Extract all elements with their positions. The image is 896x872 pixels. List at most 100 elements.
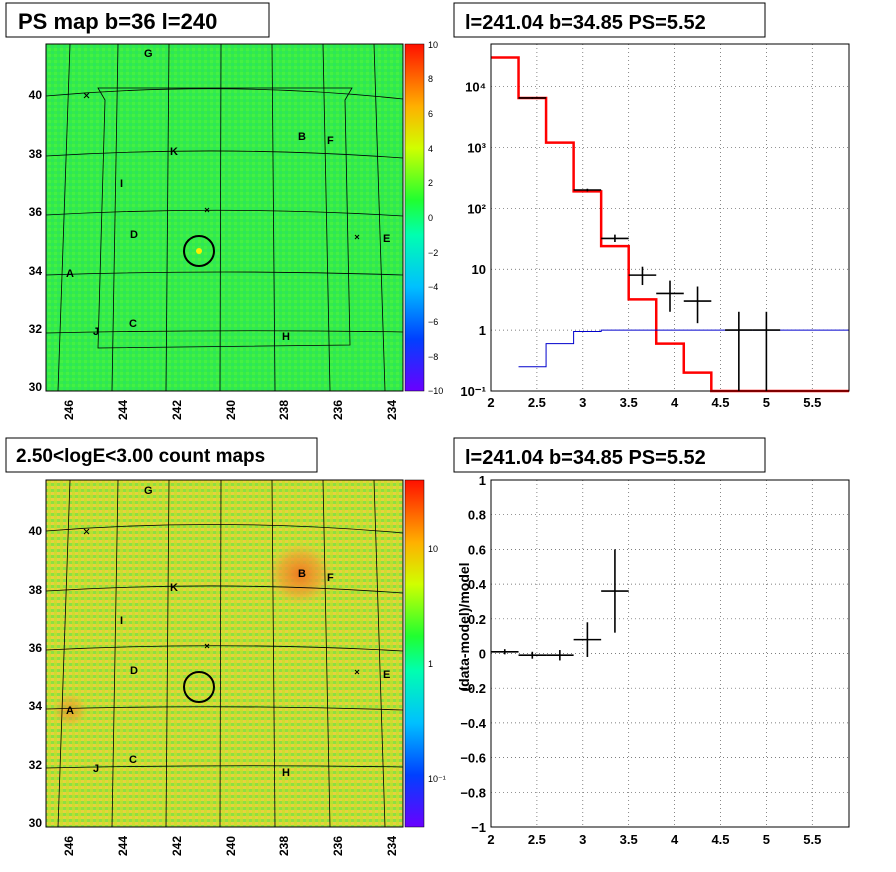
lat-tick: 40 xyxy=(29,524,43,538)
residual-x-tick: 2 xyxy=(487,832,494,847)
src-label-I: I xyxy=(120,615,123,627)
lat-tick: 34 xyxy=(29,699,43,713)
residual-grid xyxy=(491,480,849,827)
src-label-A: A xyxy=(66,268,74,280)
ps-colorbar-tick: −4 xyxy=(428,282,438,292)
count-colorbar-tick: 10 xyxy=(428,544,438,554)
count-map-frame xyxy=(45,479,404,828)
lon-tick: 242 xyxy=(170,836,184,856)
residual-y-tick: −0.4 xyxy=(460,716,486,731)
model-histogram xyxy=(491,56,849,393)
residual-frame xyxy=(490,479,850,828)
spectrum-grid xyxy=(491,44,849,391)
src-label-A: A xyxy=(66,705,74,717)
residual-x-tick: 4 xyxy=(671,832,679,847)
spectrum-x-tick: 4.5 xyxy=(711,395,729,410)
ps-map-title-box xyxy=(5,2,270,38)
spectrum-marks xyxy=(491,56,849,393)
ps-colorbar-tick: −8 xyxy=(428,352,438,362)
residual-x-tick: 2.5 xyxy=(528,832,546,847)
background-histogram xyxy=(518,329,849,368)
lon-tick: 246 xyxy=(62,400,76,420)
spectrum-y-tick: 1 xyxy=(479,323,486,338)
src-label-G: G xyxy=(144,48,153,60)
residual-x-tick: 5 xyxy=(763,832,770,847)
ps-colorbar-tick: −10 xyxy=(428,386,443,396)
src-label-C: C xyxy=(129,318,137,330)
count-map-source-circle xyxy=(183,671,215,703)
ps-map-peak xyxy=(196,248,202,254)
ps-colorbar-tick: 10 xyxy=(428,40,438,50)
ps-colorbar-ticks: 10 8 6 4 2 0 −2 −4 −6 −8 −10 xyxy=(428,40,443,396)
lat-tick: 36 xyxy=(29,205,43,219)
count-colorbar-tick: 10⁻¹ xyxy=(428,774,446,784)
spectrum-x-tick: 4 xyxy=(671,395,679,410)
src-label-I: I xyxy=(120,178,123,190)
src-label-C: C xyxy=(129,754,137,766)
src-label-D: D xyxy=(130,229,138,241)
src-label-F: F xyxy=(327,572,334,584)
residual-title: l=241.04 b=34.85 PS=5.52 xyxy=(465,447,706,469)
lon-tick: 244 xyxy=(116,400,130,420)
src-label-J: J xyxy=(93,763,99,775)
spectrum-x-tick: 3 xyxy=(579,395,586,410)
residual-y-ticks: −1 −0.8 −0.6 −0.4 −0.2 0 0.2 0.4 0.6 0.8 1 xyxy=(460,473,486,835)
ps-colorbar-tick: −6 xyxy=(428,317,438,327)
count-map-image xyxy=(46,480,403,827)
ps-map-image xyxy=(46,44,403,391)
residual-x-tick: 3 xyxy=(579,832,586,847)
ps-map-lon-ticks: 246 244 242 240 238 236 234 xyxy=(62,400,399,420)
src-label-G: G xyxy=(144,485,153,497)
ps-colorbar-tick: 6 xyxy=(428,109,433,119)
count-map-title-box xyxy=(5,437,318,473)
lat-tick: 32 xyxy=(29,758,43,772)
ps-colorbar-tick: −2 xyxy=(428,248,438,258)
lon-tick: 236 xyxy=(331,400,345,420)
lat-tick: 38 xyxy=(29,147,43,161)
count-map-lat-ticks: 30 32 34 36 38 40 xyxy=(29,524,43,830)
ps-map-lat-ticks: 30 32 34 36 38 40 xyxy=(29,88,43,394)
count-map-bright-region-A xyxy=(52,692,88,728)
residual-y-tick: 0 xyxy=(479,647,486,662)
src-label-E: E xyxy=(383,669,390,681)
src-label-J: J xyxy=(93,326,99,338)
count-map-bright-region xyxy=(266,542,334,606)
ps-map-markers xyxy=(83,92,360,240)
spectrum-frame xyxy=(490,43,850,392)
residual-y-tick: 1 xyxy=(479,473,486,488)
ps-colorbar-tick: 0 xyxy=(428,213,433,223)
lon-tick: 240 xyxy=(224,400,238,420)
spectrum-y-tick: 10⁴ xyxy=(465,80,486,95)
spectrum-title-box xyxy=(453,2,766,38)
residual-marks xyxy=(491,549,629,661)
residual-x-tick: 5.5 xyxy=(803,832,821,847)
ps-colorbar xyxy=(404,43,425,392)
lon-tick: 234 xyxy=(385,836,399,856)
src-label-D: D xyxy=(130,665,138,677)
src-label-K: K xyxy=(170,146,178,158)
residual-x-ticks: 2 2.5 3 3.5 4 4.5 5 5.5 xyxy=(487,832,821,847)
lon-tick: 236 xyxy=(331,836,345,856)
lon-tick: 244 xyxy=(116,836,130,856)
lon-tick: 240 xyxy=(224,836,238,856)
src-label-E: E xyxy=(383,233,390,245)
residual-y-tick: 0.4 xyxy=(468,577,487,592)
count-map-lon-ticks: 246 244 242 240 238 236 234 xyxy=(62,836,399,856)
spectrum-panel: 2 2.5 3 3.5 4 4.5 5 5.5 10⁻¹ 1 10 10² 10³ 10⁴ l=241.… xyxy=(453,2,850,410)
lon-tick: 234 xyxy=(385,400,399,420)
spectrum-x-tick: 3.5 xyxy=(620,395,638,410)
spectrum-y-tick: 10³ xyxy=(467,140,486,155)
count-colorbar xyxy=(404,479,425,828)
residual-y-tick: 0.2 xyxy=(468,612,486,627)
ps-colorbar-tick: 4 xyxy=(428,144,433,154)
residual-title-box xyxy=(453,437,766,473)
spectrum-x-tick: 2.5 xyxy=(528,395,546,410)
src-label-B: B xyxy=(298,568,306,580)
spectrum-x-tick: 5 xyxy=(763,395,770,410)
src-label-B: B xyxy=(298,131,306,143)
lon-tick: 242 xyxy=(170,400,184,420)
residual-x-tick: 4.5 xyxy=(711,832,729,847)
lon-tick: 238 xyxy=(277,400,291,420)
spectrum-x-tick: 5.5 xyxy=(803,395,821,410)
